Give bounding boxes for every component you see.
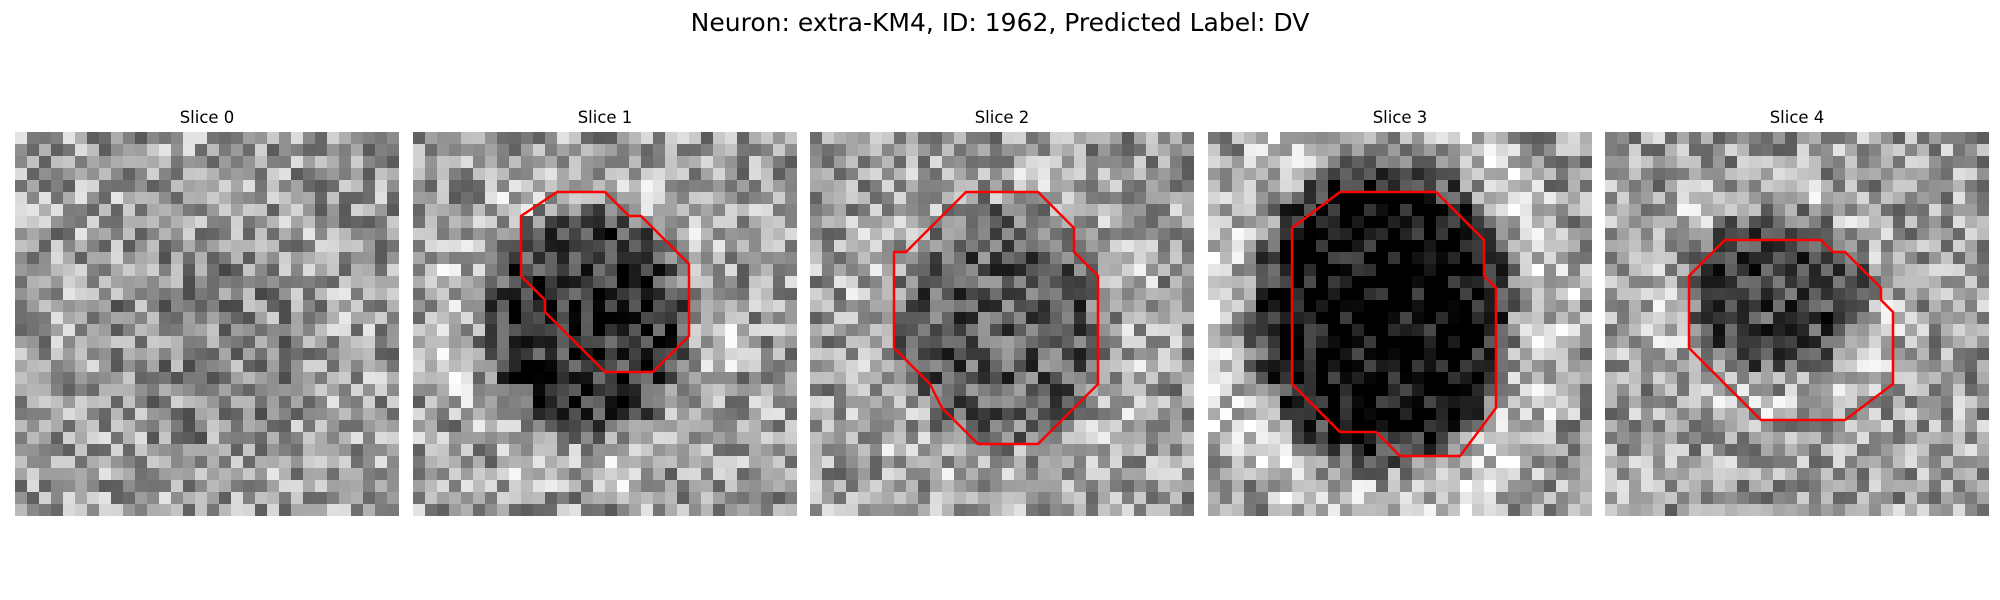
slice-panel-3: Slice 3 [1208,108,1592,516]
slice-title: Slice 4 [1769,108,1825,127]
roi-contour [1290,190,1498,458]
slice-image [15,132,399,516]
roi-contour [1687,238,1895,422]
slice-panel-4: Slice 4 [1605,108,1989,516]
figure-title: Neuron: extra-KM4, ID: 1962, Predicted L… [690,8,1310,37]
slice-image [1605,132,1989,516]
slice-image [1208,132,1592,516]
roi-contour [892,190,1100,446]
slice-image [810,132,1194,516]
slice-title: Slice 1 [577,108,633,127]
slice-panel-1: Slice 1 [413,108,797,516]
roi-contour [519,190,691,374]
slice-panel-0: Slice 0 [15,108,399,516]
slice-panel-2: Slice 2 [810,108,1194,516]
slice-title: Slice 2 [974,108,1030,127]
slice-title: Slice 3 [1372,108,1428,127]
slice-title: Slice 0 [179,108,235,127]
slice-image [413,132,797,516]
